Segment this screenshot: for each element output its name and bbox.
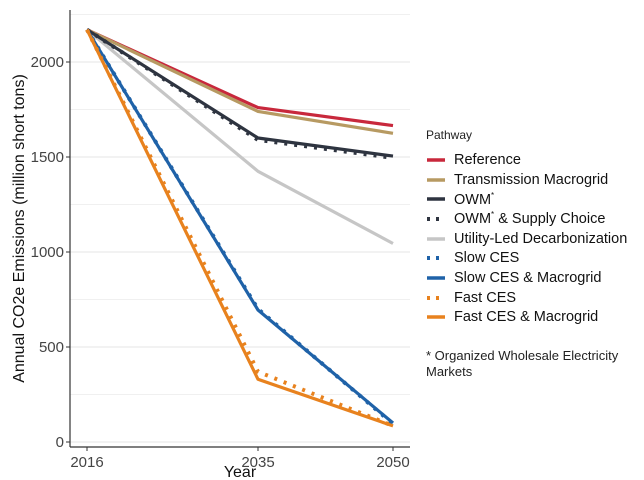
series-layer xyxy=(85,28,395,428)
legend-item: OWM* xyxy=(426,189,644,209)
legend-swatch xyxy=(426,174,446,186)
legend-swatch xyxy=(426,193,446,205)
y-tick-label: 500 xyxy=(39,339,64,356)
legend-swatch xyxy=(426,272,446,284)
legend-label: OWM* & Supply Choice xyxy=(454,210,606,228)
legend-item: Slow CES & Macrogrid xyxy=(426,268,644,288)
x-tick-label: 2050 xyxy=(376,454,409,471)
legend-label: Slow CES & Macrogrid xyxy=(454,269,602,286)
x-axis-title: Year xyxy=(224,464,257,480)
series-line-fast-ces-macrogrid xyxy=(85,28,394,428)
gridlines xyxy=(70,14,410,443)
legend-label: Slow CES xyxy=(454,250,520,267)
series-line-slow-ces-macrogrid xyxy=(85,28,395,425)
x-tick-label: 2035 xyxy=(241,454,274,471)
series-line-fast-ces xyxy=(85,28,394,428)
series-line-slow-ces xyxy=(85,28,395,426)
legend-label: Utility-Led Decarbonization xyxy=(454,230,628,247)
legend-items: Reference Transmission Macrogrid OWM* OWM* … xyxy=(426,150,644,327)
legend-item: Fast CES & Macrogrid xyxy=(426,308,644,328)
legend-label: Fast CES xyxy=(454,289,517,306)
legend-item: OWM* & Supply Choice xyxy=(426,209,644,229)
legend-swatch xyxy=(426,213,446,225)
legend-swatch xyxy=(426,154,446,166)
legend-label: Reference xyxy=(454,151,521,168)
legend-swatch xyxy=(426,311,446,323)
series-line-owm xyxy=(86,28,394,158)
series-line-utility-led-decarbonization xyxy=(85,28,394,245)
series-line-transmission-macrogrid xyxy=(86,28,394,135)
legend-title: Pathway xyxy=(426,128,473,142)
y-tick-label: 1500 xyxy=(31,149,64,166)
legend: Pathway Reference Transmission Macrogrid O… xyxy=(426,128,644,327)
legend-swatch xyxy=(426,252,446,264)
y-tick-label: 2000 xyxy=(31,54,64,71)
legend-swatch xyxy=(426,292,446,304)
legend-item: Slow CES xyxy=(426,248,644,268)
legend-item: Fast CES xyxy=(426,288,644,308)
x-tick-label: 2016 xyxy=(70,454,103,471)
legend-label: Transmission Macrogrid xyxy=(454,171,609,188)
legend-label: OWM* xyxy=(454,190,495,208)
legend-item: Utility-Led Decarbonization xyxy=(426,229,644,249)
legend-item: Transmission Macrogrid xyxy=(426,170,644,190)
footnote: * Organized Wholesale Electricity Market… xyxy=(426,348,619,379)
legend-label: Fast CES & Macrogrid xyxy=(454,309,599,326)
legend-swatch xyxy=(426,233,446,245)
legend-item: Reference xyxy=(426,150,644,170)
series-line-reference xyxy=(86,28,394,128)
axes: 0 500 1000 1500 2000 2016 2035 2050 xyxy=(31,10,410,471)
y-tick-label: 0 xyxy=(56,434,64,451)
y-tick-label: 1000 xyxy=(31,244,64,261)
y-axis-title: Annual CO2e Emissions (million short ton… xyxy=(11,74,28,383)
